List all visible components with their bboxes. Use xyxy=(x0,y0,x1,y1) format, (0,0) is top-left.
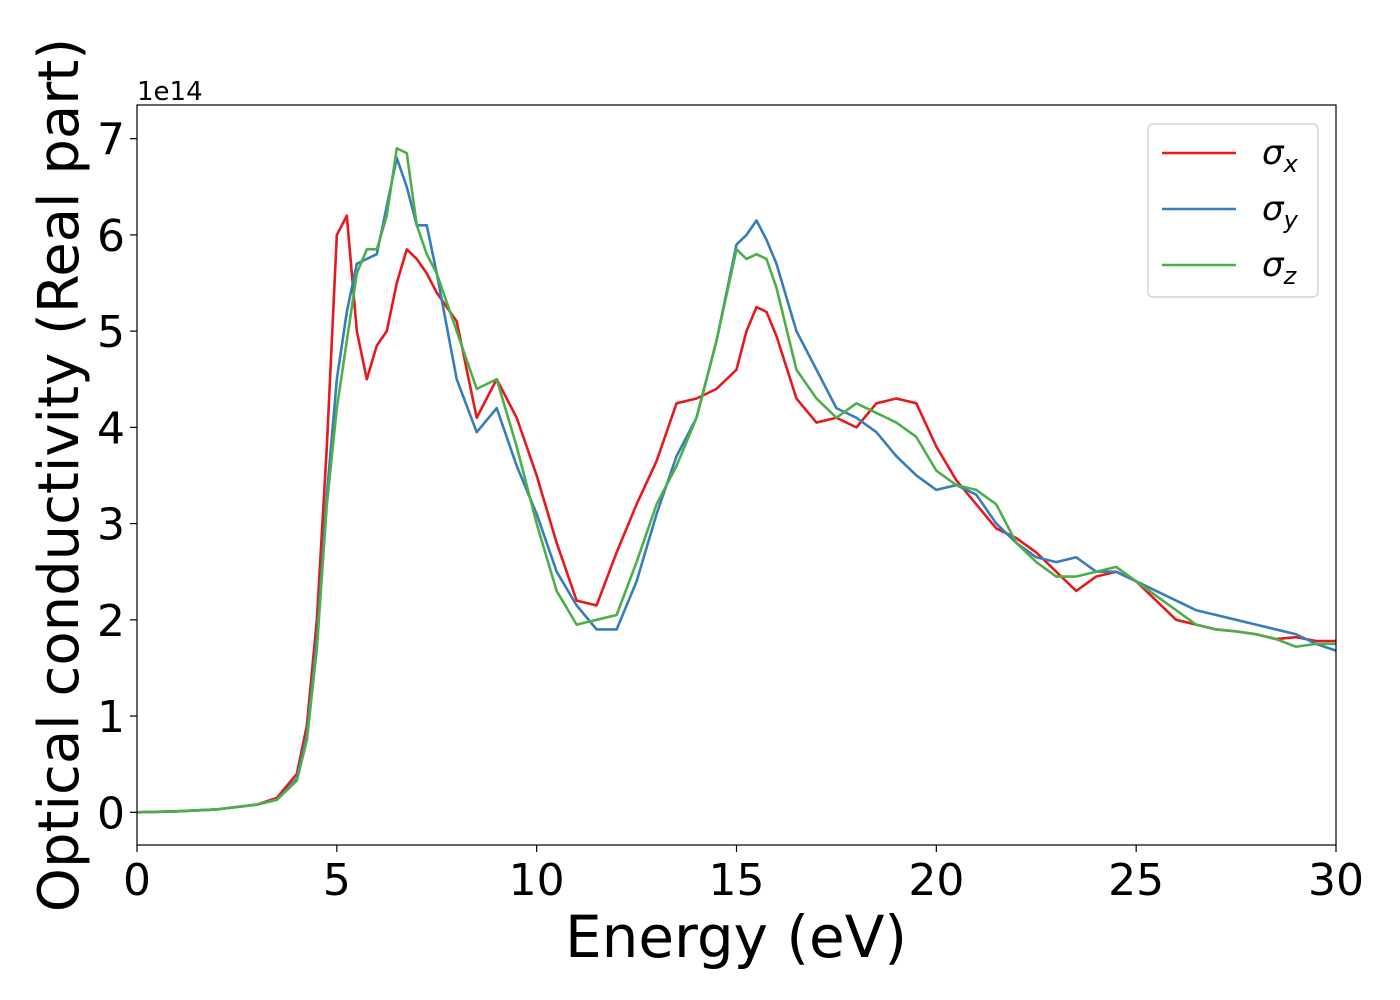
x-tick-label: 25 xyxy=(1108,855,1164,906)
x-tick-label: 10 xyxy=(509,855,565,906)
y-tick-label: 4 xyxy=(97,403,125,454)
x-tick-label: 30 xyxy=(1308,855,1364,906)
y-tick-label: 3 xyxy=(97,500,125,551)
series-line xyxy=(137,214,1336,814)
y-tick-label: 7 xyxy=(97,115,125,166)
x-tick-label: 0 xyxy=(123,855,151,906)
y-tick-label: 6 xyxy=(97,211,125,262)
legend-label: σz xyxy=(1262,245,1298,290)
y-tick-label: 0 xyxy=(97,788,125,839)
y-tick-label: 2 xyxy=(97,596,125,647)
x-tick-label: 20 xyxy=(908,855,964,906)
x-axis-label: Energy (eV) xyxy=(565,903,907,971)
y-axis-label: Optical conductivity (Real part) xyxy=(27,38,92,912)
offset-label: 1e14 xyxy=(137,77,203,107)
x-tick-label: 5 xyxy=(323,855,351,906)
legend-label: σx xyxy=(1262,133,1299,178)
x-tick-label: 15 xyxy=(709,855,765,906)
plot-frame xyxy=(136,104,1337,846)
legend-label: σy xyxy=(1262,189,1299,234)
series-line xyxy=(137,147,1336,814)
y-tick-label: 5 xyxy=(97,307,125,358)
y-tick-label: 1 xyxy=(97,692,125,743)
legend-box xyxy=(1147,123,1319,298)
